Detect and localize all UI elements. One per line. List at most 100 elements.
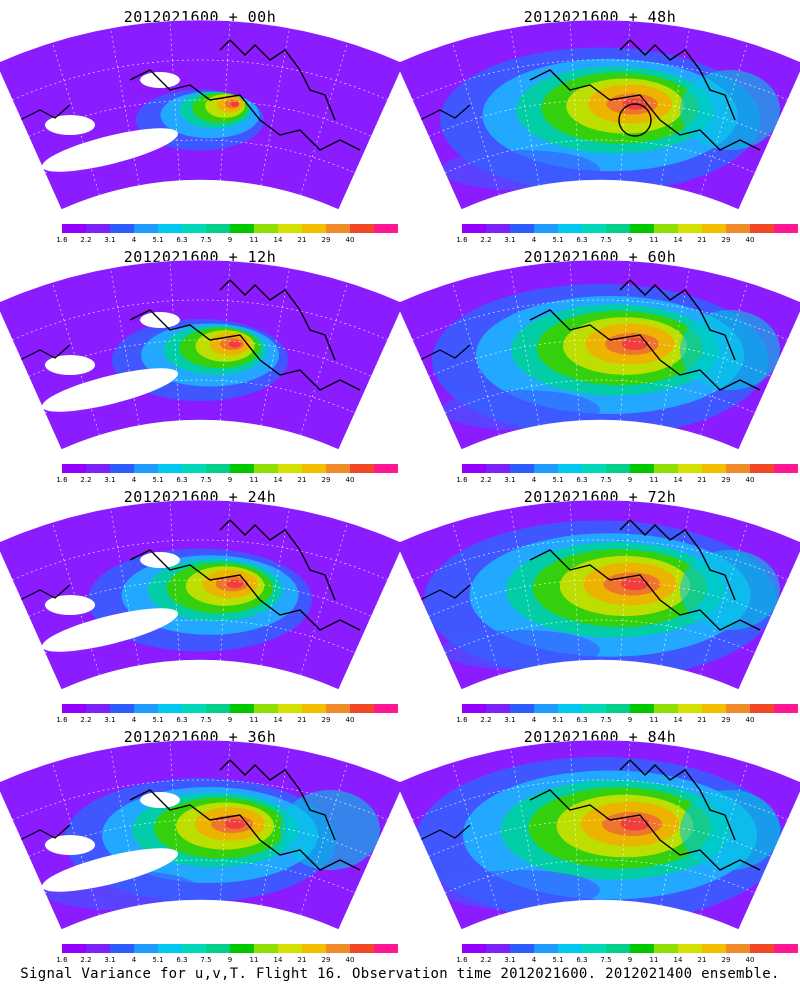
colorbar: [462, 944, 798, 953]
colorbar-swatch: [462, 464, 486, 473]
colorbar-ticks: 1.6 2.2 3.1 4 5.1 6.3 7.5 9 11 14 21 29 40: [56, 476, 362, 486]
colorbar-swatch: [774, 944, 798, 953]
colorbar-tick-label: 5.1: [552, 476, 564, 484]
colorbar-tick-label: 9: [627, 236, 633, 244]
colorbar-tick-label: 5.1: [152, 716, 164, 724]
colorbar-swatch: [678, 704, 702, 713]
colorbar-swatch: [726, 944, 750, 953]
colorbar-swatch: [326, 944, 350, 953]
colorbar-tick-label: 7.5: [600, 236, 612, 244]
map-panel: 2012021600 + 00h 1.6 2.2 3.1 4 5.1 6.3 7.5 9 11 14…: [0, 0, 400, 246]
colorbar-swatch: [302, 704, 326, 713]
colorbar-swatch: [510, 464, 534, 473]
colorbar-swatch: [462, 944, 486, 953]
colorbar-swatch: [534, 224, 558, 233]
colorbar-tick-label: 2.2: [480, 476, 492, 484]
colorbar-tick-label: 6.3: [176, 476, 188, 484]
map-field: [400, 739, 800, 930]
colorbar-tick-label: 4: [531, 956, 537, 964]
colorbar-tick-label: 14: [273, 236, 283, 244]
colorbar-swatch: [254, 704, 278, 713]
colorbar-ticks: 1.6 2.2 3.1 4 5.1 6.3 7.5 9 11 14 21 29 40: [456, 956, 762, 966]
colorbar: [462, 224, 798, 233]
colorbar-tick-label: 3.1: [504, 236, 516, 244]
colorbar-tick-label: 40: [345, 476, 355, 484]
colorbar-swatch: [230, 944, 254, 953]
map-panel: 2012021600 + 48h 1.6 2.2 3.1 4 5.1 6.3 7.5 9 11 14…: [400, 0, 800, 246]
colorbar-tick-label: 5.1: [152, 236, 164, 244]
colorbar-swatch: [374, 464, 398, 473]
colorbar-swatch: [206, 704, 230, 713]
colorbar: [62, 464, 398, 473]
colorbar-swatch: [62, 944, 86, 953]
colorbar-tick-label: 9: [227, 716, 233, 724]
colorbar-swatch: [134, 224, 158, 233]
colorbar-swatch: [606, 224, 630, 233]
colorbar-swatch: [230, 224, 254, 233]
colorbar-tick-label: 29: [721, 716, 731, 724]
colorbar-tick-label: 2.2: [80, 956, 92, 964]
colorbar-swatch: [726, 704, 750, 713]
colorbar-ticks: 1.6 2.2 3.1 4 5.1 6.3 7.5 9 11 14 21 29 40: [456, 476, 762, 486]
map-field: [0, 19, 400, 210]
colorbar-tick-label: 1.6: [456, 956, 468, 964]
colorbar-swatch: [326, 224, 350, 233]
colorbar-tick-label: 11: [249, 956, 259, 964]
colorbar: [462, 704, 798, 713]
colorbar-tick-label: 5.1: [152, 956, 164, 964]
colorbar-swatch: [62, 704, 86, 713]
colorbar-swatch: [630, 224, 654, 233]
map-field: [0, 259, 400, 450]
colorbar-swatch: [774, 704, 798, 713]
colorbar-swatch: [582, 944, 606, 953]
colorbar-swatch: [278, 944, 302, 953]
colorbar-tick-label: 9: [227, 956, 233, 964]
colorbar-tick-label: 21: [697, 236, 707, 244]
colorbar-tick-label: 3.1: [504, 956, 516, 964]
colorbar-tick-label: 14: [673, 716, 683, 724]
colorbar-swatch: [374, 944, 398, 953]
colorbar-tick-label: 29: [321, 716, 331, 724]
colorbar-tick-label: 14: [273, 476, 283, 484]
colorbar-tick-label: 5.1: [552, 956, 564, 964]
colorbar-swatch: [678, 224, 702, 233]
colorbar-tick-label: 2.2: [480, 236, 492, 244]
colorbar-swatch: [110, 224, 134, 233]
colorbar-swatch: [750, 944, 774, 953]
colorbar-tick-label: 14: [673, 476, 683, 484]
colorbar-swatch: [254, 224, 278, 233]
colorbar-swatch: [654, 224, 678, 233]
colorbar-tick-label: 11: [649, 716, 659, 724]
colorbar-swatch: [678, 464, 702, 473]
colorbar-tick-label: 6.3: [576, 236, 588, 244]
colorbar-swatch: [182, 464, 206, 473]
colorbar-swatch: [702, 464, 726, 473]
colorbar-tick-label: 1.6: [56, 236, 68, 244]
colorbar-tick-label: 21: [297, 476, 307, 484]
colorbar-swatch: [558, 944, 582, 953]
colorbar-tick-label: 4: [531, 476, 537, 484]
figure-caption: Signal Variance for u,v,T. Flight 16. Ob…: [20, 966, 780, 982]
colorbar-swatch: [534, 944, 558, 953]
colorbar-tick-label: 21: [297, 716, 307, 724]
colorbar-tick-label: 7.5: [200, 236, 212, 244]
colorbar-tick-label: 40: [745, 716, 755, 724]
map-field: [400, 499, 800, 690]
colorbar-swatch: [510, 704, 534, 713]
colorbar-swatch: [86, 944, 110, 953]
colorbar-swatch: [510, 224, 534, 233]
map-panel: 2012021600 + 36h 1.6 2.2 3.1 4 5.1 6.3 7.5 9 11 14…: [0, 720, 400, 966]
colorbar-tick-label: 5.1: [552, 716, 564, 724]
colorbar-tick-label: 7.5: [200, 716, 212, 724]
colorbar-ticks: 1.6 2.2 3.1 4 5.1 6.3 7.5 9 11 14 21 29 40: [56, 236, 362, 246]
colorbar-swatch: [750, 464, 774, 473]
colorbar-swatch: [558, 224, 582, 233]
colorbar: [62, 944, 398, 953]
colorbar-swatch: [582, 224, 606, 233]
colorbar-swatch: [230, 704, 254, 713]
colorbar-swatch: [110, 944, 134, 953]
colorbar-swatch: [182, 224, 206, 233]
colorbar-swatch: [158, 464, 182, 473]
colorbar-swatch: [182, 944, 206, 953]
colorbar-swatch: [158, 704, 182, 713]
